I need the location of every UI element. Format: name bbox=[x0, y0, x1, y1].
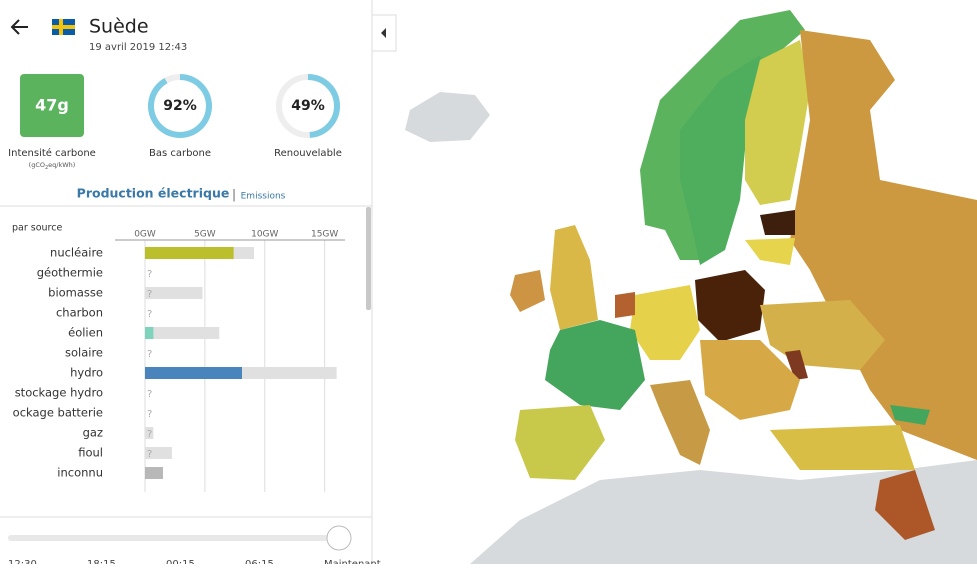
flag bbox=[52, 19, 75, 35]
x-tick-label: 0GW bbox=[134, 230, 156, 240]
category-label: charbon bbox=[56, 306, 103, 320]
estonia bbox=[760, 210, 795, 235]
iraq bbox=[875, 470, 935, 540]
unknown-mark: ? bbox=[147, 409, 152, 420]
netherlands bbox=[615, 292, 635, 318]
turkey bbox=[770, 425, 915, 470]
scrollbar[interactable] bbox=[366, 207, 371, 310]
ring-arc bbox=[307, 74, 340, 138]
ireland bbox=[510, 270, 545, 312]
ring-arc bbox=[148, 74, 212, 138]
ring-label: Renouvelable bbox=[274, 148, 342, 159]
rings: 92% Bas carbone 49% Renouvelable bbox=[148, 74, 342, 159]
unknown-mark: ? bbox=[147, 309, 152, 320]
legend-title: par source bbox=[12, 223, 62, 234]
unknown-mark: ? bbox=[147, 449, 152, 460]
ring-label: Bas carbone bbox=[149, 148, 211, 159]
timeline-label: 12:30 bbox=[8, 559, 37, 564]
capacity-bar bbox=[145, 327, 220, 339]
georgia bbox=[890, 405, 930, 425]
timeline-label: 18:15 bbox=[87, 559, 116, 564]
timeline-label: Maintenant bbox=[324, 559, 381, 564]
production-chart: 0GW 5GW 10GW 15GW nucléaire géothermie ? biomas… bbox=[13, 230, 345, 492]
ring-value: 92% bbox=[163, 98, 197, 114]
france bbox=[545, 320, 645, 410]
carbon-unit: (gCO2eq/kWh) bbox=[29, 161, 76, 171]
production-bar bbox=[145, 327, 154, 339]
carbon-value: 47g bbox=[35, 96, 69, 115]
poland bbox=[695, 270, 765, 342]
spain bbox=[515, 405, 605, 480]
carbon-label: Intensité carbone bbox=[8, 147, 96, 159]
x-tick-label: 5GW bbox=[194, 230, 216, 240]
production-bar bbox=[145, 367, 243, 379]
tab-emissions[interactable]: Emissions bbox=[241, 192, 286, 202]
back-button[interactable] bbox=[10, 19, 28, 35]
unknown-mark: ? bbox=[147, 349, 152, 360]
italy bbox=[650, 380, 710, 465]
category-label: ockage batterie bbox=[13, 406, 103, 420]
capacity-bar bbox=[145, 287, 203, 299]
production-bar bbox=[145, 247, 234, 259]
category-label: inconnu bbox=[57, 466, 103, 480]
x-tick-label: 10GW bbox=[251, 230, 278, 240]
production-bar bbox=[145, 467, 163, 479]
finland bbox=[745, 40, 810, 205]
map bbox=[405, 10, 977, 564]
category-label: géothermie bbox=[37, 266, 103, 280]
category-label: fioul bbox=[78, 446, 103, 460]
ring-value: 49% bbox=[291, 98, 325, 114]
category-label: gaz bbox=[83, 426, 103, 440]
datetime: 19 avril 2019 12:43 bbox=[89, 42, 187, 53]
moldova bbox=[785, 350, 808, 380]
category-label: stockage hydro bbox=[15, 386, 103, 400]
tab-separator: | bbox=[232, 188, 236, 202]
collapse-icon bbox=[381, 28, 386, 38]
iceland bbox=[405, 92, 490, 142]
balkans bbox=[700, 340, 800, 420]
unknown-mark: ? bbox=[147, 429, 152, 440]
tab-production[interactable]: Production électrique bbox=[77, 186, 230, 201]
unknown-mark: ? bbox=[147, 289, 152, 300]
country-name: Suède bbox=[89, 16, 149, 38]
uk bbox=[550, 225, 598, 330]
capacity-bar bbox=[145, 447, 172, 459]
germany bbox=[630, 285, 700, 360]
unit-part: eq/kWh) bbox=[48, 161, 75, 169]
unknown-mark: ? bbox=[147, 269, 152, 280]
time-slider-thumb[interactable] bbox=[326, 525, 352, 551]
category-label: solaire bbox=[65, 346, 103, 360]
timeline-label: 00:15 bbox=[166, 559, 195, 564]
category-label: éolien bbox=[68, 326, 103, 340]
unit-sub: 2 bbox=[45, 165, 48, 171]
timeline-label: 06:15 bbox=[245, 559, 274, 564]
x-tick-label: 15GW bbox=[311, 230, 338, 240]
category-label: hydro bbox=[70, 366, 103, 380]
capacity-bar bbox=[145, 427, 154, 439]
carbon-tile bbox=[20, 74, 84, 137]
sweden bbox=[680, 55, 770, 265]
unit-part: (gCO bbox=[29, 161, 45, 169]
latvia bbox=[745, 238, 795, 265]
category-label: nucléaire bbox=[50, 246, 103, 260]
unknown-mark: ? bbox=[147, 389, 152, 400]
time-slider-track[interactable] bbox=[8, 535, 340, 541]
russia bbox=[790, 30, 977, 460]
category-label: biomasse bbox=[48, 286, 103, 300]
africa-asia bbox=[470, 460, 977, 564]
